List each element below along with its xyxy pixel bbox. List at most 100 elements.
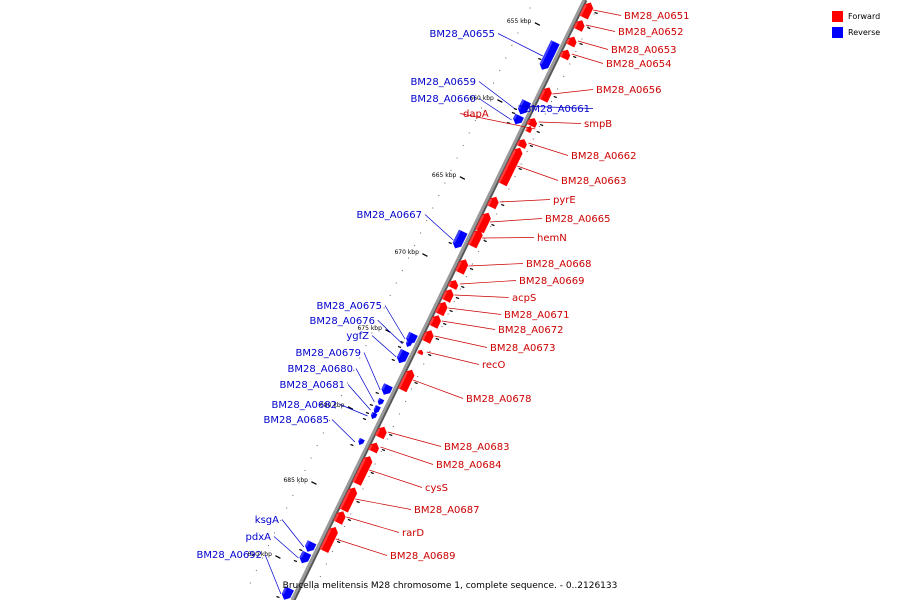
- gene-bm28-a0692-arrow[interactable]: [280, 586, 294, 600]
- gene-bm28-a0661-feature[interactable]: [518, 99, 531, 113]
- gene-ksga-arrow[interactable]: [304, 540, 317, 554]
- gene-cyss-arrow[interactable]: [352, 455, 374, 486]
- gene-bm28-a0685-label[interactable]: BM28_A0685: [263, 415, 329, 426]
- gene-bm28-a0678-label[interactable]: BM28_A0678: [466, 394, 532, 405]
- gene-bm28-a0681-arrow[interactable]: [372, 404, 381, 414]
- gene-hemn-feature[interactable]: [467, 228, 484, 249]
- gene-bm28-a0651-arrow[interactable]: [579, 1, 595, 20]
- gene-bm28-a0682-feature[interactable]: [370, 411, 378, 420]
- gene-bm28-a0669-arrow[interactable]: [447, 278, 460, 290]
- gene-ygfz-feature[interactable]: [395, 348, 410, 365]
- gene-bm28-a0680-arrow[interactable]: [377, 397, 385, 406]
- gene-bm28-a0667-label[interactable]: BM28_A0667: [356, 210, 422, 221]
- gene-bm28-a0651-label[interactable]: BM28_A0651: [624, 11, 690, 22]
- gene-hemn-arrow[interactable]: [467, 228, 484, 249]
- gene-bm28-a0660-label[interactable]: BM28_A0660: [410, 94, 476, 105]
- gene-bm28-a0672-feature[interactable]: [428, 314, 442, 329]
- gene-acps-arrow[interactable]: [441, 288, 455, 303]
- gene-bm28-a0656-label[interactable]: BM28_A0656: [596, 85, 662, 96]
- gene-bm28-a0684-feature[interactable]: [368, 441, 380, 454]
- gene-bm28-a0679-arrow[interactable]: [380, 383, 393, 397]
- gene-pdxa-label[interactable]: pdxA: [246, 532, 272, 543]
- gene-pyre-feature[interactable]: [486, 195, 500, 210]
- gene-bm28-a0689-label[interactable]: BM28_A0689: [390, 551, 456, 562]
- gene-bm28-a0669-label[interactable]: BM28_A0669: [519, 276, 585, 287]
- gene-bm28-a0679-label[interactable]: BM28_A0679: [295, 348, 361, 359]
- gene-reco-feature[interactable]: [417, 349, 424, 356]
- gene-rard-feature[interactable]: [333, 510, 347, 525]
- gene-bm28-a0689-arrow[interactable]: [319, 525, 339, 553]
- gene-bm28-a0687-feature[interactable]: [339, 486, 359, 513]
- gene-bm28-a0652-label[interactable]: BM28_A0652: [618, 27, 684, 38]
- gene-bm28-a0676-feature[interactable]: [405, 339, 413, 348]
- gene-smpb-label[interactable]: smpB: [584, 119, 612, 130]
- gene-bm28-a0663-feature[interactable]: [498, 146, 524, 187]
- gene-bm28-a0654-feature[interactable]: [559, 48, 572, 61]
- gene-hemn-label[interactable]: hemN: [537, 233, 567, 244]
- gene-bm28-a0652-arrow[interactable]: [573, 19, 586, 32]
- gene-bm28-a0660-arrow[interactable]: [512, 113, 524, 126]
- gene-pyre-label[interactable]: pyrE: [553, 195, 576, 206]
- gene-bm28-a0654-arrow[interactable]: [559, 48, 572, 61]
- gene-bm28-a0692-feature[interactable]: [280, 586, 294, 600]
- gene-bm28-a0679-feature[interactable]: [380, 383, 393, 397]
- gene-bm28-a0669-feature[interactable]: [447, 278, 460, 290]
- gene-reco-arrow[interactable]: [417, 349, 424, 356]
- gene-bm28-a0685-feature[interactable]: [357, 437, 365, 446]
- gene-bm28-a0653-label[interactable]: BM28_A0653: [611, 45, 677, 56]
- gene-bm28-a0651-feature[interactable]: [579, 1, 595, 20]
- gene-reco-label[interactable]: recO: [482, 360, 506, 371]
- gene-bm28-a0654-label[interactable]: BM28_A0654: [606, 59, 672, 70]
- gene-bm28-a0668-feature[interactable]: [455, 258, 469, 275]
- gene-bm28-a0665-feature[interactable]: [475, 211, 493, 234]
- gene-bm28-a0655-feature[interactable]: [538, 40, 560, 72]
- gene-bm28-a0682-label[interactable]: BM28_A0682: [271, 400, 337, 411]
- gene-bm28-a0682-arrow[interactable]: [370, 411, 378, 420]
- gene-bm28-a0675-label[interactable]: BM28_A0675: [316, 301, 382, 312]
- gene-bm28-a0687-label[interactable]: BM28_A0687: [414, 505, 480, 516]
- gene-rard-label[interactable]: rarD: [402, 528, 424, 539]
- gene-bm28-a0671-label[interactable]: BM28_A0671: [504, 310, 570, 321]
- gene-bm28-a0676-label[interactable]: BM28_A0676: [309, 316, 375, 327]
- gene-bm28-a0681-label[interactable]: BM28_A0681: [279, 380, 345, 391]
- gene-bm28-a0665-arrow[interactable]: [475, 211, 493, 234]
- gene-bm28-a0673-feature[interactable]: [421, 329, 435, 344]
- gene-bm28-a0676-arrow[interactable]: [405, 339, 413, 348]
- gene-bm28-a0683-arrow[interactable]: [374, 425, 388, 440]
- gene-bm28-a0662-arrow[interactable]: [516, 137, 529, 149]
- gene-bm28-a0663-label[interactable]: BM28_A0663: [561, 176, 627, 187]
- gene-bm28-a0662-label[interactable]: BM28_A0662: [571, 151, 637, 162]
- gene-bm28-a0672-label[interactable]: BM28_A0672: [498, 325, 564, 336]
- gene-bm28-a0668-arrow[interactable]: [455, 258, 469, 275]
- gene-dapa-label[interactable]: dapA: [463, 109, 489, 120]
- gene-dapa-feature[interactable]: [525, 125, 533, 134]
- gene-ygfz-arrow[interactable]: [395, 348, 410, 365]
- gene-pyre-arrow[interactable]: [486, 195, 500, 210]
- gene-pdxa-feature[interactable]: [298, 550, 312, 565]
- gene-smpb-arrow[interactable]: [526, 116, 539, 128]
- gene-bm28-a0663-arrow[interactable]: [498, 146, 524, 187]
- gene-ksga-feature[interactable]: [304, 540, 317, 554]
- gene-cyss-feature[interactable]: [352, 455, 374, 486]
- gene-bm28-a0656-arrow[interactable]: [538, 86, 553, 103]
- gene-pdxa-arrow[interactable]: [298, 550, 312, 565]
- gene-bm28-a0662-feature[interactable]: [516, 137, 529, 149]
- gene-rard-arrow[interactable]: [333, 510, 347, 525]
- gene-bm28-a0668-label[interactable]: BM28_A0668: [526, 259, 592, 270]
- gene-bm28-a0687-arrow[interactable]: [339, 486, 359, 513]
- gene-acps-feature[interactable]: [441, 288, 455, 303]
- gene-bm28-a0683-feature[interactable]: [374, 425, 388, 440]
- gene-bm28-a0661-label[interactable]: BM28_A0661: [524, 104, 590, 115]
- gene-bm28-a0683-label[interactable]: BM28_A0683: [444, 442, 510, 453]
- gene-bm28-a0653-feature[interactable]: [565, 35, 578, 48]
- gene-bm28-a0680-feature[interactable]: [377, 397, 385, 406]
- gene-cyss-label[interactable]: cysS: [425, 483, 448, 494]
- gene-bm28-a0660-feature[interactable]: [512, 113, 524, 126]
- gene-bm28-a0678-arrow[interactable]: [397, 368, 416, 393]
- gene-bm28-a0656-feature[interactable]: [538, 86, 553, 103]
- gene-ygfz-label[interactable]: ygfZ: [346, 331, 369, 342]
- gene-bm28-a0653-arrow[interactable]: [565, 35, 578, 48]
- gene-bm28-a0655-label[interactable]: BM28_A0655: [429, 29, 495, 40]
- gene-acps-label[interactable]: acpS: [512, 293, 536, 304]
- gene-bm28-a0671-feature[interactable]: [434, 300, 449, 317]
